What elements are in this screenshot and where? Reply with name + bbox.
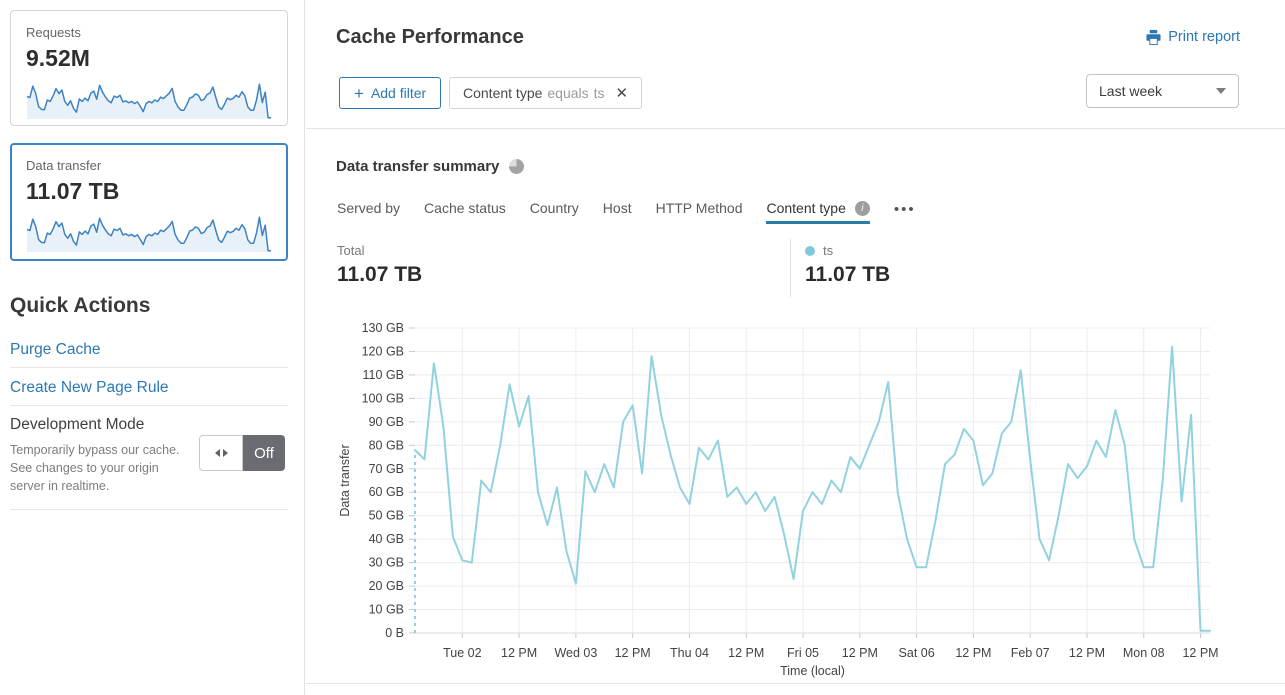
y-tick-label: 20 GB — [369, 579, 404, 593]
sparkline-svg — [26, 83, 271, 119]
x-tick-label: 12 PM — [501, 646, 537, 660]
data-transfer-sparkline — [26, 211, 272, 253]
x-tick-label: 12 PM — [1182, 646, 1218, 660]
data-transfer-card-value: 11.07 TB — [26, 178, 120, 204]
page-title: Cache Performance — [336, 26, 524, 48]
printer-icon — [1146, 29, 1161, 45]
plus-icon: + — [354, 83, 364, 103]
info-icon[interactable]: i — [854, 200, 870, 216]
tab-country[interactable]: Country — [529, 200, 579, 216]
divider — [10, 367, 288, 368]
summary-tabs: Served by Cache status Country Host HTTP Met… — [337, 196, 916, 224]
y-tick-label: 60 GB — [369, 485, 404, 499]
print-report-label: Print report — [1168, 29, 1240, 45]
legend-dot — [805, 245, 815, 256]
x-tick-label: 12 PM — [842, 646, 878, 660]
total-label: Total — [337, 243, 365, 258]
time-range-value: Last week — [1099, 83, 1163, 99]
x-axis-title: Time (local) — [780, 664, 845, 678]
tab-cache-status[interactable]: Cache status — [424, 200, 506, 216]
x-tick-label: Mon 08 — [1123, 646, 1165, 660]
sparkline-line — [26, 216, 271, 252]
y-tick-label: 120 GB — [362, 344, 404, 358]
x-tick-label: Fri 05 — [787, 646, 819, 660]
print-report-button[interactable]: Print report — [1146, 29, 1240, 45]
y-tick-label: 70 GB — [369, 462, 404, 476]
pie-chart-icon — [509, 159, 525, 174]
y-tick-label: 110 GB — [363, 368, 404, 382]
time-range-select[interactable]: Last week — [1086, 74, 1239, 108]
requests-sparkline — [26, 78, 272, 120]
divider — [10, 405, 288, 406]
requests-card-label: Requests — [26, 25, 81, 40]
tab-host[interactable]: Host — [602, 200, 632, 216]
y-tick-label: 100 GB — [362, 391, 404, 405]
chevron-down-icon — [1216, 88, 1226, 94]
legend-name: ts — [823, 243, 834, 258]
summary-header: Data transfer summary — [336, 158, 525, 175]
sidebar: Requests 9.52M Data transfer 11.07 TB Qu… — [0, 0, 305, 695]
filter-chip-value: ts — [593, 85, 605, 101]
y-tick-label: 10 GB — [369, 603, 404, 617]
x-tick-label: Wed 03 — [554, 646, 597, 660]
y-tick-label: 50 GB — [369, 509, 404, 523]
requests-card-value: 9.52M — [26, 45, 90, 71]
quick-actions-title: Quick Actions — [10, 294, 151, 317]
divider — [306, 683, 1285, 684]
divider — [306, 128, 1285, 129]
x-tick-label: 12 PM — [615, 646, 651, 660]
add-filter-button[interactable]: + Add filter — [339, 77, 442, 109]
filter-chip[interactable]: Content type equals ts ✕ — [449, 77, 643, 109]
filter-chip-field: Content type — [463, 85, 543, 101]
chart-svg: 0 B 10 GB 20 GB 30 GB 40 GB 50 GB 60 GB 70 GB 80… — [338, 321, 1219, 678]
toggle-arrows-icon — [199, 435, 243, 471]
chart-line-ts — [414, 345, 1211, 632]
data-transfer-chart: 0 B 10 GB 20 GB 30 GB 40 GB 50 GB 60 GB 70 GB 80… — [336, 318, 1226, 690]
divider — [790, 239, 791, 297]
y-tick-label: 30 GB — [369, 556, 404, 570]
y-tick-label: 40 GB — [369, 532, 404, 546]
x-tick-label: 12 PM — [955, 646, 991, 660]
y-tick-label: 130 GB — [362, 321, 404, 335]
legend-value: 11.07 TB — [805, 263, 891, 286]
x-tick-label: Feb 07 — [1011, 646, 1050, 660]
divider — [10, 509, 288, 510]
development-mode-description: Temporarily bypass our cache. See change… — [10, 443, 180, 493]
sparkline-line — [26, 83, 271, 119]
legend-item-ts[interactable]: ts — [805, 243, 833, 258]
tab-content-type[interactable]: Content type i — [766, 200, 871, 224]
tab-served-by[interactable]: Served by — [337, 200, 401, 216]
x-tick-label: 12 PM — [728, 646, 764, 660]
development-mode-label: Development Mode — [10, 416, 145, 433]
more-tabs-button[interactable]: ••• — [893, 200, 916, 218]
x-tick-label: 12 PM — [1069, 646, 1105, 660]
requests-card[interactable]: Requests 9.52M — [10, 10, 288, 126]
total-value: 11.07 TB — [337, 263, 423, 286]
y-tick-label: 90 GB — [369, 415, 404, 429]
sparkline-svg — [26, 216, 271, 252]
add-filter-label: Add filter — [370, 85, 427, 101]
summary-title: Data transfer summary — [336, 158, 500, 175]
data-transfer-card[interactable]: Data transfer 11.07 TB — [10, 143, 288, 261]
x-tick-label: Thu 04 — [670, 646, 709, 660]
create-page-rule-link[interactable]: Create New Page Rule — [10, 379, 169, 396]
close-icon[interactable]: ✕ — [615, 85, 629, 102]
y-tick-label: 80 GB — [369, 438, 404, 452]
filter-chip-operator: equals — [547, 85, 589, 101]
toggle-state-label: Off — [243, 435, 285, 471]
x-tick-label: Sat 06 — [899, 646, 935, 660]
data-transfer-card-label: Data transfer — [26, 158, 102, 173]
y-axis-title: Data transfer — [338, 444, 352, 516]
purge-cache-link[interactable]: Purge Cache — [10, 341, 101, 358]
x-tick-label: Tue 02 — [443, 646, 482, 660]
y-tick-label: 0 B — [385, 626, 404, 640]
development-mode-toggle[interactable]: Off — [199, 435, 285, 471]
tab-http-method[interactable]: HTTP Method — [655, 200, 743, 216]
